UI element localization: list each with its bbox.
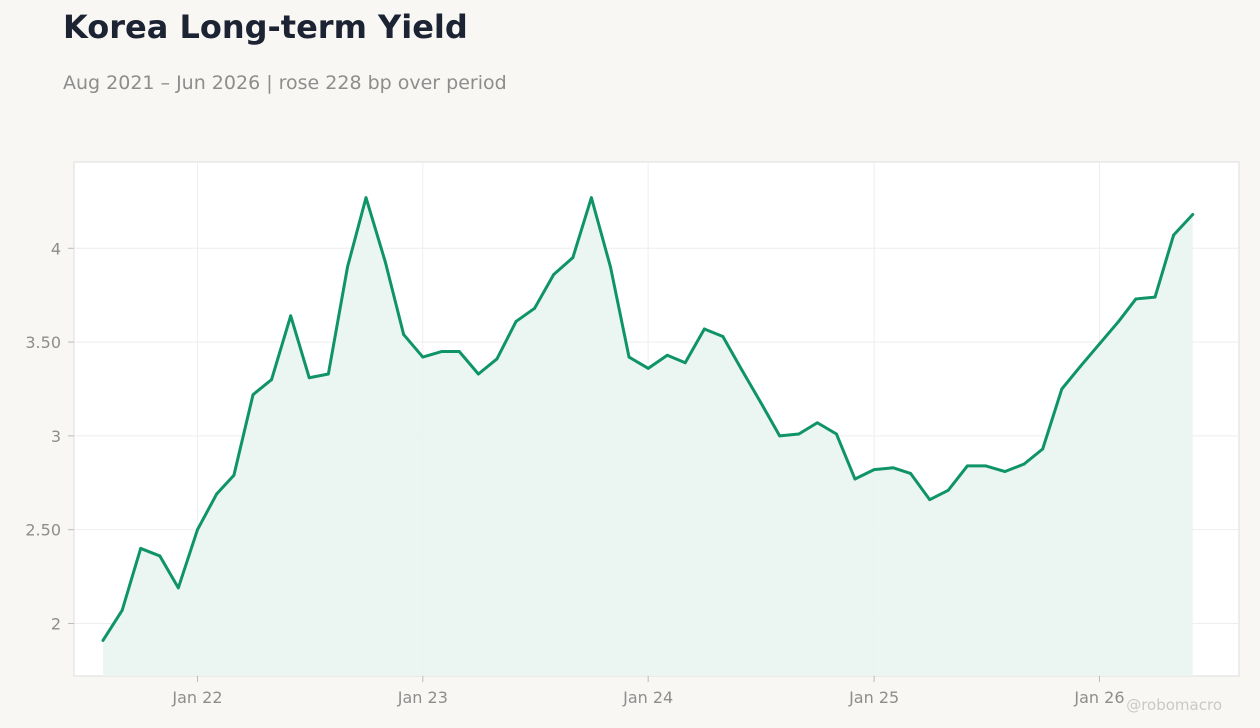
- x-tick-label: Jan 24: [622, 688, 673, 707]
- data-point: [683, 361, 687, 365]
- data-point: [1117, 320, 1121, 323]
- data-point: [421, 355, 425, 359]
- data-point: [251, 393, 255, 397]
- data-point: [740, 368, 744, 372]
- data-point: [326, 372, 330, 376]
- chart-subtitle: Aug 2021 – Jun 2026 | rose 228 bp over p…: [63, 72, 507, 94]
- x-tick-label: Jan 26: [1073, 688, 1124, 707]
- area-fill: [103, 197, 1193, 676]
- data-point: [1191, 213, 1195, 216]
- data-point: [872, 468, 876, 472]
- data-point: [1022, 462, 1026, 466]
- data-point: [552, 273, 556, 276]
- data-point: [984, 464, 988, 468]
- data-point: [909, 472, 912, 475]
- watermark: @robomacro: [1126, 696, 1222, 714]
- data-point: [440, 350, 444, 353]
- data-point: [1078, 365, 1082, 368]
- x-axis-ticks: Jan 22 Jan 23 Jan 24 Jan 25 Jan 26: [171, 688, 1124, 707]
- data-point: [928, 498, 932, 502]
- x-tick-label: Jan 23: [397, 688, 448, 707]
- data-point: [1153, 295, 1157, 299]
- y-tick-label: 4: [51, 239, 61, 258]
- data-point: [307, 376, 311, 380]
- data-point: [571, 256, 575, 260]
- data-point: [1003, 470, 1007, 473]
- data-point: [101, 638, 105, 642]
- data-point: [514, 320, 518, 323]
- data-point: [815, 421, 819, 425]
- data-point: [946, 488, 950, 492]
- data-point: [891, 466, 895, 470]
- data-point: [702, 327, 706, 331]
- data-point: [627, 355, 631, 359]
- data-point: [533, 306, 536, 310]
- data-point: [797, 432, 801, 436]
- y-axis-ticks: 2 2.50 3 3.50 4: [25, 239, 61, 633]
- data-point: [176, 586, 180, 590]
- data-point: [853, 477, 857, 481]
- data-point: [721, 335, 725, 338]
- data-point: [1060, 387, 1064, 391]
- chart-title: Korea Long-term Yield: [63, 8, 468, 46]
- data-point: [589, 196, 593, 200]
- data-point: [346, 265, 349, 269]
- data-point: [270, 378, 273, 382]
- data-point: [646, 366, 650, 370]
- data-point: [778, 434, 782, 438]
- data-point: [196, 528, 199, 532]
- data-point: [665, 353, 669, 357]
- data-point: [457, 350, 461, 353]
- data-point: [759, 400, 762, 404]
- y-tick-label: 2: [51, 614, 61, 633]
- data-point: [289, 314, 293, 318]
- data-point: [158, 554, 162, 558]
- data-point: [965, 464, 969, 468]
- data-point: [402, 333, 406, 336]
- data-point: [120, 608, 124, 612]
- data-point: [476, 372, 480, 376]
- data-point: [1098, 342, 1101, 346]
- data-point: [139, 547, 143, 550]
- data-point: [364, 196, 368, 200]
- x-tick-label: Jan 22: [171, 688, 222, 707]
- data-point: [232, 473, 236, 477]
- data-point: [383, 260, 387, 263]
- data-point: [215, 492, 219, 496]
- y-tick-label: 3.50: [25, 333, 61, 352]
- data-point: [495, 357, 499, 361]
- data-point: [609, 265, 612, 269]
- y-tick-label: 2.50: [25, 521, 61, 540]
- data-point: [1041, 447, 1045, 451]
- data-point: [835, 432, 838, 436]
- x-tick-label: Jan 25: [848, 688, 899, 707]
- data-point: [1172, 233, 1175, 237]
- y-tick-label: 3: [51, 427, 61, 446]
- data-point: [1134, 297, 1138, 301]
- data-points: [101, 196, 1195, 642]
